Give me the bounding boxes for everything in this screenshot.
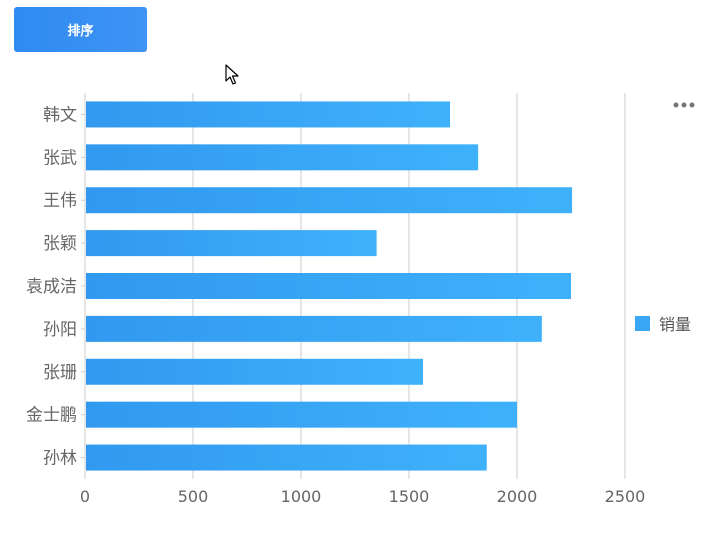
y-category-label: 张颖 — [43, 234, 77, 254]
bar — [86, 401, 517, 428]
bar — [86, 187, 573, 214]
legend-label: 销量 — [659, 315, 692, 334]
y-category-label: 张武 — [43, 148, 77, 168]
y-category-label: 孙阳 — [43, 320, 77, 340]
mouse-pointer-icon — [225, 64, 239, 85]
sort-button[interactable]: 排序 — [14, 7, 147, 52]
y-category-label: 张珊 — [43, 363, 77, 383]
y-category-label: 金士鹏 — [26, 406, 77, 426]
x-tick-label: 1500 — [389, 487, 430, 506]
bars — [86, 101, 573, 471]
y-category-label: 孙林 — [43, 449, 77, 469]
x-tick-label: 1000 — [281, 487, 322, 506]
legend-item[interactable]: 销量 — [635, 312, 691, 334]
bar — [86, 144, 479, 171]
more-options-icon[interactable] — [672, 100, 696, 110]
bar — [86, 101, 451, 128]
axes — [81, 93, 86, 479]
legend-swatch — [635, 315, 650, 331]
bar — [86, 273, 571, 299]
y-category-label: 袁成洁 — [26, 277, 77, 297]
x-tick-label: 2000 — [497, 487, 538, 506]
bar — [86, 315, 542, 342]
x-tick-label: 2500 — [605, 487, 646, 506]
y-category-label: 王伟 — [43, 191, 77, 211]
x-tick-label: 500 — [178, 487, 209, 506]
x-tick-label: 0 — [80, 487, 90, 506]
y-category-label: 韩文 — [43, 105, 77, 125]
bar — [86, 358, 424, 385]
bar — [86, 444, 487, 471]
bar — [86, 230, 377, 257]
